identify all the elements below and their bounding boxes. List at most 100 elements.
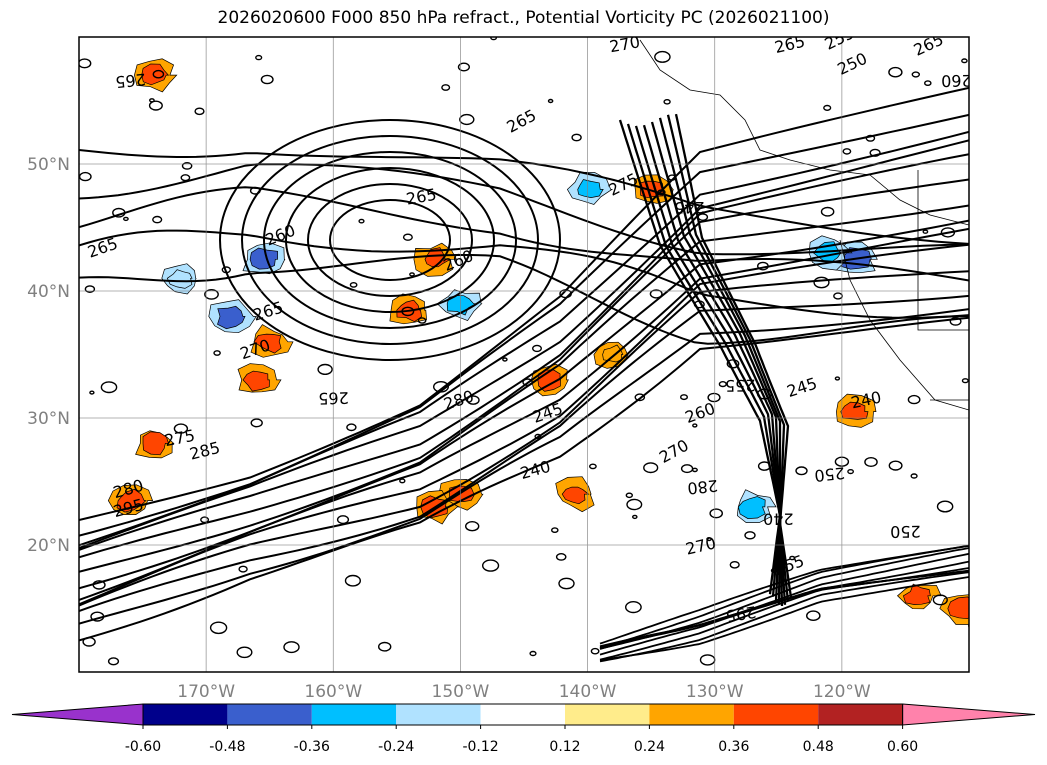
refractivity-contour: [571, 133, 582, 142]
refractivity-contour: [599, 544, 969, 645]
refractivity-contour: [907, 394, 921, 405]
refractivity-contour: [820, 206, 835, 217]
refractivity-contour: [532, 344, 543, 353]
refractivity-contour: [940, 227, 956, 238]
refractivity-contour: [707, 392, 721, 403]
lon-tick-label: 160°W: [304, 682, 362, 702]
refractivity-contour: [221, 266, 232, 274]
refractivity-contour: [847, 469, 854, 475]
state-border: [917, 170, 969, 331]
refractivity-contour: [241, 135, 539, 345]
lon-tick-label: 170°W: [177, 682, 235, 702]
refractivity-contour: [173, 423, 189, 434]
refractivity-contour: [89, 390, 95, 395]
refractivity-contour: [692, 423, 698, 428]
refractivity-contour: [79, 227, 969, 601]
refractivity-contour: [238, 565, 248, 573]
refractivity-contour: [82, 636, 96, 647]
refractivity-contour: [555, 553, 567, 561]
refractivity-contour: [693, 300, 705, 309]
refractivity-contour: [260, 74, 274, 85]
refractivity-contour: [148, 98, 155, 103]
refractivity-contour: [209, 621, 228, 635]
refractivity-contour: [729, 561, 740, 569]
refractivity-contour: [680, 464, 694, 474]
contour-label: 250: [890, 522, 921, 542]
refractivity-contour: [79, 204, 969, 573]
refractivity-contour: [84, 285, 96, 293]
colorbar-bin: [396, 704, 481, 725]
colorbar-tick-label: 0.24: [634, 739, 665, 755]
refractivity-contour: [795, 466, 808, 476]
refractivity-contour: [250, 418, 263, 428]
refractivity-contour: [757, 261, 769, 271]
refractivity-contour: [433, 380, 450, 393]
refractivity-contour: [263, 151, 517, 329]
pv-fill-blob: [253, 333, 282, 354]
refractivity-contour: [459, 113, 475, 126]
colorbar-bin: [818, 704, 903, 725]
refractivity-contour: [441, 84, 451, 91]
refractivity-contour: [806, 610, 821, 622]
lat-tick-label: 40°N: [27, 282, 70, 302]
refractivity-contour: [910, 473, 918, 479]
refractivity-contour: [706, 536, 712, 542]
refractivity-contour: [924, 80, 932, 87]
refractivity-contour: [283, 641, 300, 654]
lon-tick-label: 150°W: [432, 682, 490, 702]
refractivity-contour: [813, 276, 830, 289]
refractivity-contour: [888, 460, 903, 471]
refractivity-contour: [79, 139, 969, 550]
refractivity-contour: [79, 163, 969, 256]
pv-fill-blob: [166, 269, 193, 289]
refractivity-contour: [789, 555, 796, 561]
refractivity-contour: [961, 58, 968, 64]
refractivity-contour: [663, 99, 671, 105]
refractivity-contour: [558, 577, 575, 590]
colorbar-tick-label: -0.48: [209, 739, 245, 755]
coastline: [639, 39, 969, 226]
refractivity-contour: [482, 559, 500, 572]
contour-label: 245: [674, 198, 705, 217]
colorbar-bin: [649, 704, 734, 725]
contour-label: 265: [318, 388, 349, 408]
refractivity-contour: [200, 516, 210, 524]
refractivity-contour: [349, 281, 358, 288]
refractivity-contour: [643, 462, 659, 474]
refractivity-contour: [654, 50, 671, 63]
refractivity-contour: [625, 492, 633, 499]
refractivity-contour: [148, 100, 163, 111]
refractivity-contour: [249, 186, 261, 195]
refractivity-contour: [79, 254, 969, 345]
refractivity-contour: [417, 317, 427, 324]
refractivity-contour: [194, 107, 205, 116]
refractivity-contour: [346, 423, 357, 432]
coastline-layer: [639, 39, 969, 411]
refractivity-contour: [90, 611, 105, 622]
refractivity-contour: [466, 395, 480, 405]
refractivity-contour: [502, 357, 508, 362]
refractivity-contour: [79, 229, 969, 319]
colorbar-tick-label: -0.36: [294, 739, 330, 755]
refractivity-contour: [865, 134, 876, 142]
refractivity-contour: [213, 350, 221, 356]
refractivity-contour: [378, 641, 392, 652]
refractivity-contour: [79, 149, 969, 245]
refractivity-contour: [79, 113, 969, 537]
refractivity-contour: [697, 213, 709, 222]
refractivity-contour: [634, 393, 646, 402]
refractivity-contour: [888, 66, 903, 78]
refractivity-contour: [181, 161, 193, 170]
contour-label: 240: [763, 509, 794, 528]
refractivity-contour: [680, 394, 689, 401]
refractivity-contour: [932, 594, 948, 606]
refractivity-contour: [79, 186, 969, 282]
contour-label: 265: [114, 70, 146, 92]
colorbar-tick-label: 0.48: [803, 739, 834, 755]
colorbar-tick-label: -0.12: [462, 739, 498, 755]
pv-fill-layer: [107, 58, 969, 625]
lon-tick-label: 130°W: [686, 682, 744, 702]
refractivity-contour: [204, 288, 219, 300]
refractivity-contour: [551, 527, 559, 533]
